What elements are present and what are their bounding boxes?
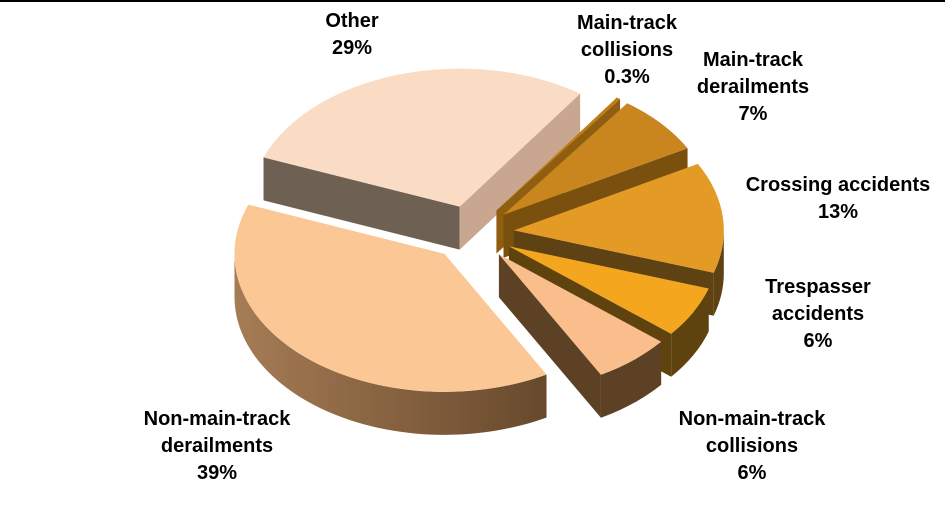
pie-slice-6-end-wall [459,93,581,250]
pie-slice-6-start-wall [263,157,460,250]
slice-name-line: accidents [771,303,865,325]
slice-name-line: Non-main-track [143,408,291,430]
slice-name-line: collisions [580,39,674,61]
slice-label-1: Main-track derailments 7% [697,47,809,128]
pie-slice-6-top [263,68,581,207]
slice-pct: 13% [817,201,859,223]
slice-name-line: Trespasser [765,276,871,298]
slice-name-line: Other [325,10,379,32]
pie-slice-4-top [498,254,662,375]
slice-pct: 0.3% [604,66,650,88]
pie-slice-5-rim-wall [234,253,547,435]
slice-label-4: Non-main-track collisions 6% [679,406,826,487]
slice-name-line: Main-track [576,12,678,34]
slice-name-line: derailments [696,76,810,98]
slice-pct: 29% [331,37,373,59]
pie-slice-3-top [508,246,709,334]
slice-pct: 39% [196,462,238,484]
slice-pct: 6% [803,330,833,352]
pie-slice-3-rim-wall [671,288,709,377]
slice-label-0: Main-track collisions 0.3% [577,10,677,91]
slice-name-line: Non-main-track [678,408,826,430]
pie-slice-5-top [234,204,547,392]
slice-name-line: Crossing accidents [745,174,931,196]
slice-name-line: derailments [160,435,274,457]
pie-slice-2-top [513,163,724,273]
slice-pct: 6% [737,462,767,484]
slice-label-5: Non-main-track derailments 39% [144,406,291,487]
pie-slice-1-top [503,103,688,215]
slice-pct: 7% [738,103,768,125]
pie-slice-4-rim-wall [600,341,662,418]
slice-label-2: Crossing accidents 13% [746,172,931,226]
slice-name-line: Main-track [702,49,804,71]
slice-label-6: Other 29% [325,8,378,62]
pie-slice-4-end-wall [498,254,601,418]
pie-slice-2-rim-wall [713,230,724,316]
pie-slice-0-top [496,97,621,211]
slice-name-line: collisions [705,435,799,457]
slice-label-3: Trespasser accidents 6% [765,274,871,355]
